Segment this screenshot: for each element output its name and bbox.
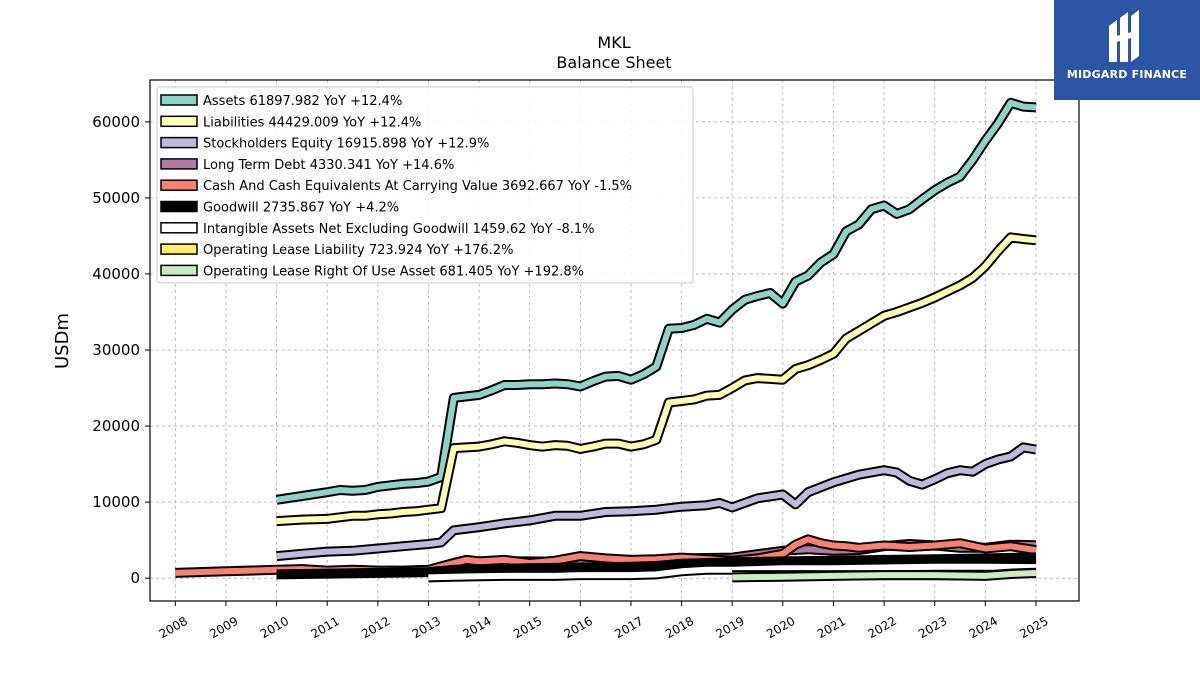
legend-label-3: Long Term Debt 4330.341 YoY +14.6%: [203, 158, 454, 173]
legend-swatch-6: [160, 222, 198, 234]
x-tick-label: 2022: [865, 614, 898, 641]
y-axis-label: USDm: [52, 313, 73, 369]
legend-label-6: Intangible Assets Net Excluding Goodwill…: [203, 222, 594, 237]
legend-swatch-2: [160, 136, 198, 149]
x-tick-label: 2015: [511, 614, 544, 641]
chart-subtitle: Balance Sheet: [556, 53, 671, 72]
series-line-5: [276, 554, 1037, 578]
series-line-2: [276, 444, 1037, 560]
brand-name: MIDGARD FINANCE: [1066, 68, 1188, 81]
series-line-8: [732, 570, 1037, 581]
x-tick-label: 2019: [713, 614, 746, 641]
x-tick-label: 2010: [258, 614, 291, 641]
x-tick-label: 2016: [562, 614, 595, 641]
x-tick-label: 2017: [612, 614, 645, 641]
legend-label-7: Operating Lease Liability 723.924 YoY +1…: [203, 243, 513, 258]
legend-label-8: Operating Lease Right Of Use Asset 681.4…: [203, 264, 584, 279]
x-tick-label: 2008: [157, 614, 190, 641]
legend-swatch-0: [160, 94, 198, 106]
y-axis: 0 10000 20000 30000 40000 50000 60000: [92, 113, 150, 587]
legend-swatch-8: [160, 264, 198, 277]
legend-swatch-4: [160, 179, 198, 191]
legend-swatch-3: [160, 158, 198, 170]
series-layer: [175, 97, 1037, 583]
x-tick-label: 2018: [663, 614, 696, 641]
legend-label-4: Cash And Cash Equivalents At Carrying Va…: [203, 179, 632, 194]
x-tick-label: 2023: [916, 614, 949, 641]
legend-swatch-5: [160, 200, 198, 213]
x-tick-label: 2009: [207, 614, 240, 641]
legend-box: [156, 86, 694, 284]
legend-label-0: Assets 61897.982 YoY +12.4%: [203, 94, 402, 109]
midgard-logo-icon: [1109, 10, 1139, 62]
x-tick-label: 2025: [1017, 614, 1050, 641]
x-tick-label: 2011: [308, 614, 341, 641]
x-axis: 2008 2009 2010 2011 2012 2013 2014 2015 2016 2017…: [157, 601, 1051, 641]
y-tick-label: 60000: [92, 113, 140, 131]
x-tick-label: 2021: [815, 614, 848, 641]
series-line-1: [276, 234, 1037, 525]
x-tick-label: 2012: [359, 614, 392, 641]
legend: Assets 61897.982 YoY +12.4% Liabilities 4…: [156, 86, 694, 284]
legend-label-2: Stockholders Equity 16915.898 YoY +12.9%: [203, 137, 489, 152]
x-tick-label: 2024: [967, 614, 1000, 641]
legend-label-5: Goodwill 2735.867 YoY +4.2%: [203, 201, 399, 216]
series-line-6: [428, 563, 1037, 581]
y-tick-label: 20000: [92, 417, 140, 435]
x-tick-label: 2014: [460, 614, 493, 641]
x-tick-label: 2013: [410, 614, 443, 641]
legend-swatch-7: [160, 243, 198, 255]
series-line-0: [276, 99, 1037, 503]
x-tick-label: 2020: [764, 614, 797, 641]
brand-logo: MIDGARD FINANCE: [1054, 0, 1200, 100]
y-tick-label: 50000: [92, 189, 140, 207]
chart-title: MKL: [597, 33, 630, 52]
y-tick-label: 10000: [92, 493, 140, 511]
y-tick-label: 30000: [92, 341, 140, 359]
legend-label-1: Liabilities 44429.009 YoY +12.4%: [203, 115, 421, 130]
legend-swatch-1: [160, 115, 198, 128]
y-tick-label: 40000: [92, 265, 140, 283]
y-tick-label: 0: [130, 569, 140, 587]
plot-frame: [149, 79, 1080, 602]
